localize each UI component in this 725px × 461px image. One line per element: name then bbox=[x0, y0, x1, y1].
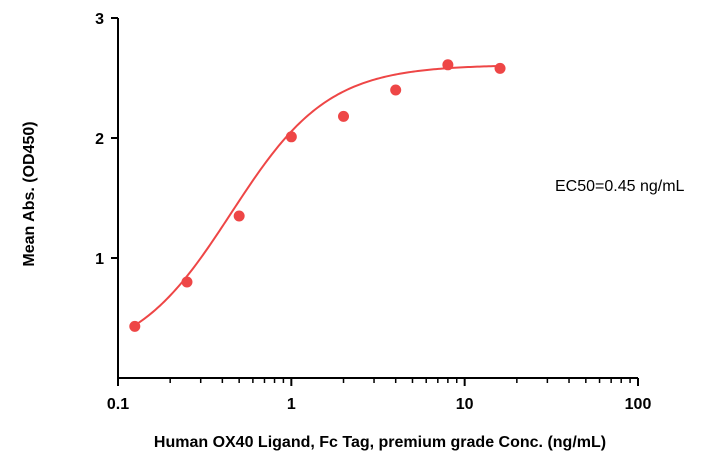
x-axis-title: Human OX40 Ligand, Fc Tag, premium grade… bbox=[154, 434, 606, 451]
x-tick-label: 100 bbox=[625, 396, 652, 413]
data-point bbox=[442, 59, 454, 71]
y-tick-label: 1 bbox=[95, 251, 104, 268]
axes: 1 2 3 0.1 1 10 100 bbox=[95, 11, 651, 413]
data-point bbox=[494, 62, 506, 74]
y-tick-label: 3 bbox=[95, 11, 104, 28]
fit-curve bbox=[134, 64, 501, 327]
x-tick-label: 1 bbox=[287, 396, 296, 413]
data-point bbox=[129, 320, 141, 332]
data-point bbox=[181, 276, 193, 288]
fit-curve-layer bbox=[134, 64, 501, 327]
y-tick-label: 2 bbox=[95, 131, 104, 148]
x-tick-label: 10 bbox=[456, 396, 474, 413]
ec50-annotation: EC50=0.45 ng/mL bbox=[555, 178, 685, 195]
data-point bbox=[338, 110, 350, 122]
x-tick-label: 0.1 bbox=[107, 396, 129, 413]
data-point bbox=[233, 210, 245, 222]
y-axis-title: Mean Abs. (OD450) bbox=[21, 121, 38, 266]
data-points-layer bbox=[129, 59, 506, 332]
data-point bbox=[390, 84, 402, 96]
data-point bbox=[285, 131, 297, 143]
